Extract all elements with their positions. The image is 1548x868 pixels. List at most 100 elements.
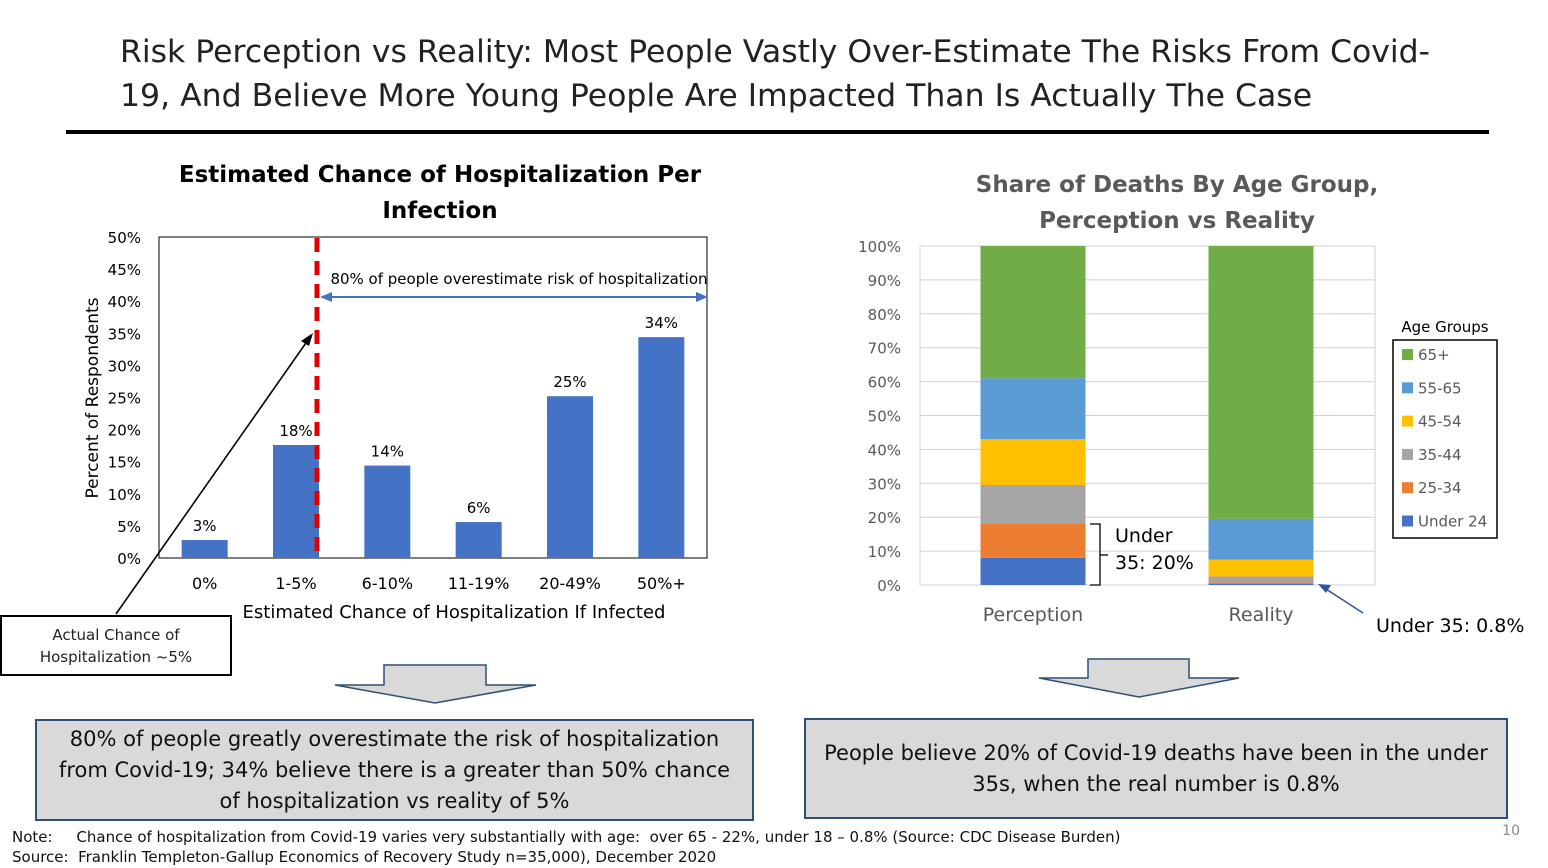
x-tick-label: 1-5% — [275, 574, 316, 593]
legend-swatch — [1402, 349, 1413, 360]
bracket-label-line1: Under — [1115, 525, 1173, 547]
x-tick-label: 6-10% — [362, 574, 414, 593]
data-label: 25% — [553, 373, 586, 391]
reality-arrowhead-icon — [1318, 584, 1331, 593]
chart-title-line1: Share of Deaths By Age Group, — [976, 172, 1379, 198]
share-of-deaths-chart: Share of Deaths By Age Group, Perception… — [858, 172, 1524, 698]
x-tick-label: Perception — [983, 604, 1083, 626]
stack-segment — [1208, 582, 1314, 584]
y-axis-ticks: 0% 5% 10% 15% 20% 25% 30% 35% 40% 45% 50% — [108, 229, 141, 568]
hospitalization-chart: Estimated Chance of Hospitalization Per … — [83, 162, 708, 704]
stack-segment — [1208, 576, 1314, 583]
stack-segment — [1208, 518, 1314, 560]
y-tick-label: 0% — [877, 577, 901, 595]
chart-title-line2: Perception vs Reality — [1039, 208, 1315, 234]
data-label: 6% — [467, 499, 491, 517]
x-tick-label: Reality — [1229, 604, 1294, 626]
y-tick-label: 80% — [868, 306, 901, 324]
y-tick-label: 15% — [108, 454, 141, 472]
y-tick-label: 50% — [108, 229, 141, 247]
legend-label: 65+ — [1418, 346, 1450, 364]
right-summary-box: People believe 20% of Covid-19 deaths ha… — [804, 718, 1508, 819]
stack-segment — [980, 484, 1086, 524]
y-tick-label: 45% — [108, 261, 141, 279]
bar — [273, 445, 319, 558]
bar — [547, 396, 593, 558]
data-label: 34% — [645, 314, 678, 332]
data-label: 18% — [279, 422, 312, 440]
bars: 3% 18% 14% 6% 25% 34% — [181, 314, 685, 558]
bar — [455, 522, 502, 558]
bar — [638, 337, 685, 558]
under35-bracket — [1090, 523, 1101, 586]
legend-frame — [1392, 339, 1498, 539]
y-tick-label: 35% — [108, 325, 141, 343]
callout-pointer-arrow — [115, 339, 309, 615]
data-label: 14% — [371, 443, 404, 461]
y-axis-ticks: 0% 10% 20% 30% 40% 50% 60% 70% 80% 90% 100% — [858, 238, 901, 595]
y-tick-label: 10% — [868, 543, 901, 561]
left-summary-box: 80% of people greatly overestimate the r… — [35, 719, 754, 821]
y-tick-label: 30% — [868, 475, 901, 493]
bracket-label-line2: 35: 20% — [1115, 552, 1194, 574]
reality-pointer-arrow — [1325, 588, 1364, 614]
legend-label: 45-54 — [1418, 413, 1462, 431]
x-axis-ticks: Perception Reality — [983, 604, 1294, 626]
y-tick-label: 20% — [868, 509, 901, 527]
title-divider — [66, 130, 1489, 134]
legend-label: 55-65 — [1418, 379, 1462, 397]
y-tick-label: 70% — [868, 340, 901, 358]
arrowhead-right-icon — [696, 292, 708, 302]
x-axis-ticks: 0% 1-5% 6-10% 11-19% 20-49% 50%+ — [192, 574, 686, 593]
y-tick-label: 0% — [117, 550, 141, 568]
arrowhead-left-icon — [320, 292, 332, 302]
stacked-bars — [980, 246, 1314, 585]
y-tick-label: 10% — [108, 486, 141, 504]
stack-segment — [980, 523, 1086, 558]
slide-title: Risk Perception vs Reality: Most People … — [120, 34, 1431, 114]
data-label: 3% — [193, 517, 217, 535]
down-arrow-right-icon — [1038, 658, 1240, 698]
legend-label: 35-44 — [1418, 446, 1462, 464]
y-tick-label: 60% — [868, 374, 901, 392]
y-tick-label: 25% — [108, 390, 141, 408]
legend-swatch — [1402, 515, 1413, 527]
footer-note: Note: Chance of hospitalization from Cov… — [12, 828, 1121, 846]
reality-annotation: Under 35: 0.8% — [1376, 615, 1524, 637]
stack-segment — [980, 378, 1086, 440]
y-tick-label: 5% — [117, 518, 141, 536]
x-tick-label: 50%+ — [637, 574, 686, 593]
y-tick-label: 90% — [868, 272, 901, 290]
y-tick-label: 40% — [108, 293, 141, 311]
legend-swatch — [1402, 482, 1413, 494]
plot-area-frame — [158, 236, 708, 559]
chart-title-line1: Estimated Chance of Hospitalization Per — [179, 162, 702, 188]
bar — [181, 540, 228, 558]
legend-swatch — [1402, 448, 1413, 460]
actual-chance-callout: Actual Chance of Hospitalization ~5% — [0, 615, 232, 676]
legend: 65+ 55-65 45-54 35-44 25-34 Under 24 — [1402, 346, 1487, 531]
bar — [364, 465, 411, 558]
stack-segment — [980, 439, 1086, 485]
legend-label: Under 24 — [1418, 513, 1487, 531]
y-axis-label: Percent of Respondents — [83, 297, 103, 498]
stack-segment — [1208, 559, 1314, 577]
footer-source: Source: Franklin Templeton-Gallup Econom… — [12, 848, 717, 866]
stack-segment — [1208, 583, 1314, 585]
y-tick-label: 50% — [868, 408, 901, 426]
y-tick-label: 100% — [858, 238, 901, 256]
chart-title-line2: Infection — [382, 198, 497, 224]
page-number: 10 — [1502, 823, 1520, 839]
down-arrow-left-icon — [334, 664, 537, 704]
legend-swatch — [1402, 382, 1413, 394]
pointer-arrowhead-icon — [301, 333, 313, 346]
stack-segment — [980, 246, 1086, 379]
y-tick-label: 40% — [868, 441, 901, 459]
legend-title: Age Groups — [1401, 318, 1488, 336]
y-tick-label: 30% — [108, 357, 141, 375]
x-tick-label: 11-19% — [448, 574, 510, 593]
stack-segment — [1208, 246, 1314, 519]
x-axis-label: Estimated Chance of Hospitalization If I… — [243, 602, 666, 623]
legend-swatch — [1402, 415, 1413, 427]
